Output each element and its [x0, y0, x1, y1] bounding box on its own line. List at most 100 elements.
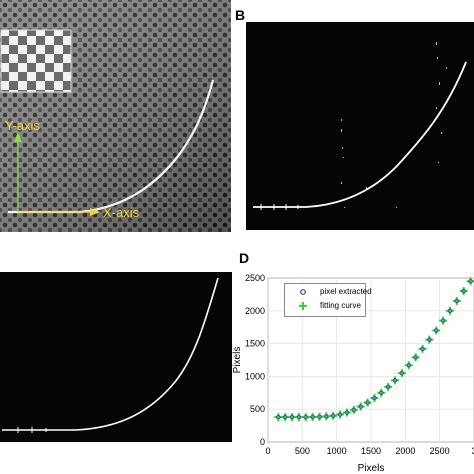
bent-rod-curve: [8, 79, 215, 214]
panel-letter-b: B: [235, 7, 246, 23]
pixel-extracted-point: [392, 378, 398, 383]
panel-letter-d: D: [239, 250, 250, 266]
pixel-extracted-point: [406, 362, 412, 368]
fitting-curve-point: [452, 296, 461, 305]
fitting-curve-point: [301, 413, 310, 422]
fitting-curve-point: [418, 344, 427, 353]
y-tick-label: 1500: [245, 339, 265, 349]
pixel-extracted-point: [468, 279, 473, 284]
y-tick-label: 500: [250, 404, 265, 414]
x-tick-label: 1000: [327, 446, 347, 456]
pixel-extracted-point: [413, 355, 418, 360]
fitting-curve-point: [384, 382, 393, 391]
chart-grid: [267, 277, 474, 443]
panel-c-binary: [0, 272, 232, 442]
y-axis-arrowhead: [14, 132, 22, 142]
fitting-curve-point: [445, 306, 454, 315]
fitting-curve-point: [425, 335, 434, 344]
pixel-extracted-point: [372, 395, 377, 401]
pixel-extracted-point: [351, 407, 357, 413]
y-axis-label: Y-axis: [5, 118, 40, 133]
pixel-extracted-point: [447, 308, 453, 314]
x-tick-label: 0: [265, 446, 270, 456]
y-tick-label: 0: [260, 437, 265, 447]
fitting-curve-point: [459, 287, 468, 296]
panel-b-svg: [253, 42, 467, 210]
pixel-extracted-point: [358, 404, 363, 409]
fitting-curve-point: [336, 410, 345, 419]
chart-ticks: 0 500 1000 1500 2000 2500 3 0 500 1000 1500 2000 250…: [245, 273, 474, 456]
pixel-extracted-point: [433, 328, 439, 333]
fitting-curve-point: [281, 413, 290, 422]
fitting-curve-point: [315, 412, 324, 421]
pixel-extracted-point: [337, 412, 343, 417]
legend-plus-marker-icon: [299, 302, 307, 310]
noise-specks: [341, 42, 452, 208]
fitting-curve-point: [342, 408, 351, 417]
checkerboard-card: [0, 29, 72, 93]
panel-c-svg: [2, 277, 219, 433]
pixel-extracted-point: [282, 414, 288, 420]
pixel-extracted-point: [440, 318, 446, 323]
fitting-curve-point: [370, 394, 379, 403]
x-axis-arrowhead: [90, 208, 100, 216]
pixel-extracted-point: [317, 414, 322, 419]
fitted-rod-curve: [2, 277, 219, 431]
fitting-curve-point: [397, 369, 406, 378]
fitting-curve-point: [274, 413, 283, 422]
fitting-curve-point: [329, 411, 338, 420]
pixel-extracted-point: [379, 390, 384, 396]
fitting-curve-point: [308, 412, 317, 421]
pixel-extracted-point: [420, 346, 425, 352]
x-tick-label: 3: [471, 446, 474, 456]
fitting-curve-point: [349, 405, 358, 414]
pixel-extracted-point: [289, 414, 295, 420]
y-tick-label: 2500: [245, 273, 265, 283]
x-tick-label: 2000: [395, 446, 415, 456]
chart-legend: pixel extracted fitting curve: [284, 283, 372, 317]
pixel-extracted-point: [324, 414, 329, 419]
legend-label-fitting-curve: fitting curve: [320, 301, 361, 310]
fitting-curve-point: [466, 277, 474, 286]
legend-item-pixel-extracted: pixel extracted: [285, 285, 372, 299]
curve-tick-marks: [17, 427, 47, 433]
pixel-extracted-point: [399, 370, 405, 376]
pixel-extracted-point: [310, 414, 315, 420]
fitting-curve-point: [439, 316, 448, 325]
pixel-extracted-point: [385, 384, 391, 390]
y-tick-label: 2000: [245, 306, 265, 316]
pixel-extracted-point: [344, 410, 350, 415]
panel-b-binary: [246, 22, 474, 230]
edge-tick-marks: [260, 204, 299, 210]
legend-item-fitting-curve: fitting curve: [285, 299, 365, 313]
fitting-curve-point: [356, 402, 365, 411]
pixel-extracted-point: [365, 400, 370, 405]
extracted-edge-curve: [253, 61, 467, 208]
fitting-curve-point: [363, 398, 372, 407]
x-tick-label: 2500: [430, 446, 450, 456]
pixel-extracted-point: [461, 288, 466, 294]
x-axis-label: X-axis: [103, 205, 140, 220]
fitting-curve-point: [404, 361, 413, 370]
pixel-extracted-point: [296, 414, 302, 420]
chart-series: [274, 277, 474, 422]
pixel-extracted-point: [427, 337, 432, 342]
x-tick-label: 1500: [361, 446, 381, 456]
fitting-curve-point: [391, 376, 400, 385]
x-tick-label: 500: [295, 446, 310, 456]
panel-a-svg: Y-axis X-axis: [0, 0, 231, 232]
chart-ylabel: Pixels: [232, 347, 243, 374]
fitting-curve-point: [432, 326, 441, 335]
legend-circle-marker-icon: [300, 289, 306, 295]
fitting-curve-point: [322, 412, 331, 421]
legend-label-pixel-extracted: pixel extracted: [320, 287, 372, 296]
fitting-curve-point: [377, 388, 386, 397]
panel-a-photo: Y-axis X-axis: [0, 0, 231, 232]
chart-xlabel: Pixels: [358, 463, 385, 474]
pixel-extracted-point: [454, 298, 460, 304]
fitting-curve-point: [288, 413, 297, 422]
pixel-extracted-point: [276, 414, 281, 420]
pixel-extracted-point: [303, 414, 309, 420]
y-tick-label: 1000: [245, 371, 265, 381]
fitting-curve-point: [294, 413, 303, 422]
